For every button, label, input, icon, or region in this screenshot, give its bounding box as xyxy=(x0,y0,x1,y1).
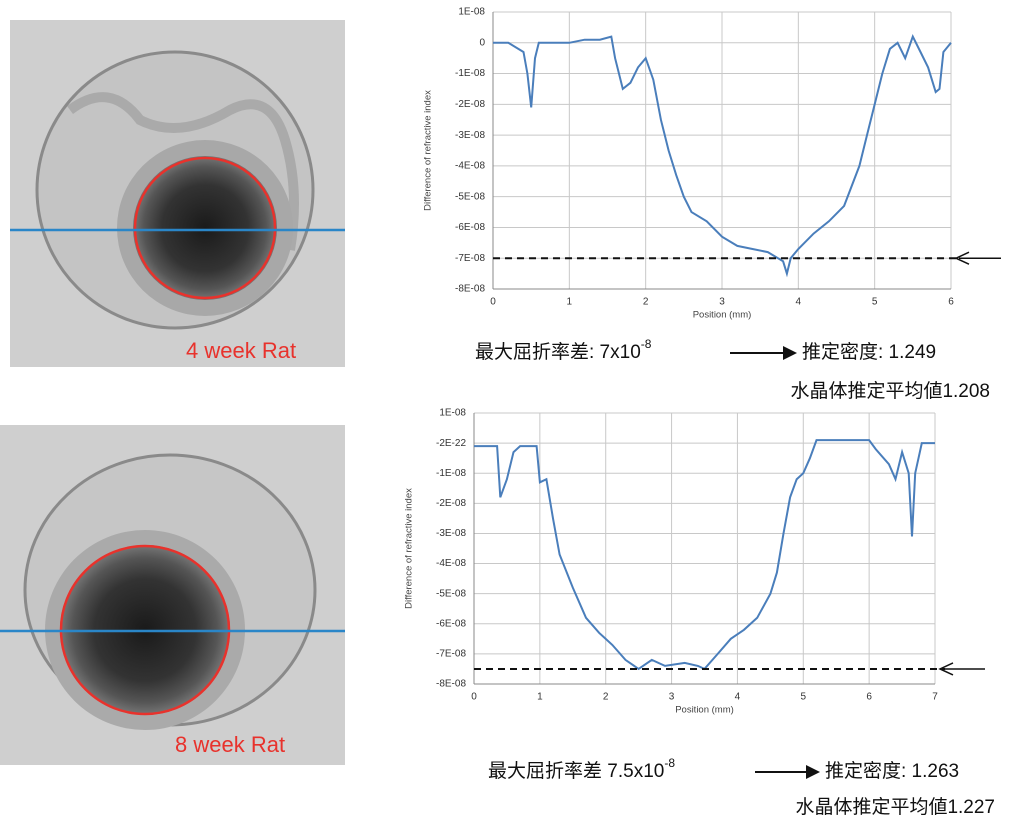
x-tick-label: 5 xyxy=(801,692,807,703)
x-tick-label: 5 xyxy=(872,297,878,308)
y-tick-label: 1E-08 xyxy=(439,408,466,419)
arrow xyxy=(755,765,820,779)
x-tick-label: 7 xyxy=(932,692,938,703)
x-tick-label: 1 xyxy=(537,692,543,703)
x-tick-label: 0 xyxy=(490,297,496,308)
y-axis-label: Difference of refractive index xyxy=(404,488,415,609)
x-tick-label: 2 xyxy=(603,692,609,703)
x-tick-label: 6 xyxy=(866,692,872,703)
x-tick-label: 2 xyxy=(643,297,649,308)
x-tick-label: 3 xyxy=(719,297,725,308)
data-line xyxy=(474,440,935,669)
annotation: 最大屈折率差 7.5x10-8 xyxy=(488,756,675,782)
y-tick-label: -2E-08 xyxy=(455,99,485,110)
y-tick-label: 1E-08 xyxy=(458,7,485,18)
density: 推定密度: 1.249 xyxy=(802,341,936,363)
y-tick-label: -7E-08 xyxy=(455,253,485,264)
y-tick-label: -8E-08 xyxy=(455,284,485,295)
max-diff: 最大屈折率差 7.5x10 xyxy=(488,760,664,782)
y-tick-label: -4E-08 xyxy=(455,161,485,172)
density: 推定密度: 1.263 xyxy=(825,760,959,782)
lens-average: 水晶体推定平均値1.208 xyxy=(790,380,990,402)
y-tick-label: -1E-08 xyxy=(455,68,485,79)
y-tick-label: -4E-08 xyxy=(436,558,466,569)
y-tick-label: -7E-08 xyxy=(436,649,466,660)
y-tick-label: -6E-08 xyxy=(455,222,485,233)
x-tick-label: 3 xyxy=(669,692,675,703)
max-diff: 最大屈折率差: 7x10 xyxy=(475,341,641,363)
exponent: -8 xyxy=(641,337,652,351)
figure: 4 week Rat 8 week Rat 最大屈折率差: 7x10-8 推定密… xyxy=(0,0,1020,827)
x-tick-label: 6 xyxy=(948,297,954,308)
xray-image xyxy=(10,20,345,367)
x-tick-label: 4 xyxy=(796,297,802,308)
x-axis-label: Position (mm) xyxy=(693,310,752,321)
x-tick-label: 1 xyxy=(567,297,573,308)
y-tick-label: -1E-08 xyxy=(436,468,466,479)
xray-image xyxy=(0,425,345,765)
annotation: 最大屈折率差: 7x10-8 xyxy=(475,337,652,363)
exponent: -8 xyxy=(664,756,675,770)
y-axis-label: Difference of refractive index xyxy=(423,90,434,211)
y-tick-label: -3E-08 xyxy=(455,130,485,141)
y-tick-label: -8E-08 xyxy=(436,679,466,690)
x-axis-label: Position (mm) xyxy=(675,705,734,716)
panel-label: 4 week Rat xyxy=(186,338,296,363)
y-tick-label: 0 xyxy=(479,37,485,48)
x-tick-label: 0 xyxy=(471,692,477,703)
y-tick-label: -3E-08 xyxy=(436,528,466,539)
y-tick-label: -5E-08 xyxy=(455,191,485,202)
arrow xyxy=(730,346,797,360)
y-tick-label: -5E-08 xyxy=(436,588,466,599)
y-tick-label: -2E-08 xyxy=(436,498,466,509)
panel-label: 8 week Rat xyxy=(175,732,285,757)
y-tick-label: -6E-08 xyxy=(436,618,466,629)
y-tick-label: -2E-22 xyxy=(436,438,466,449)
lens-average: 水晶体推定平均値1.227 xyxy=(795,796,995,818)
x-tick-label: 4 xyxy=(735,692,741,703)
